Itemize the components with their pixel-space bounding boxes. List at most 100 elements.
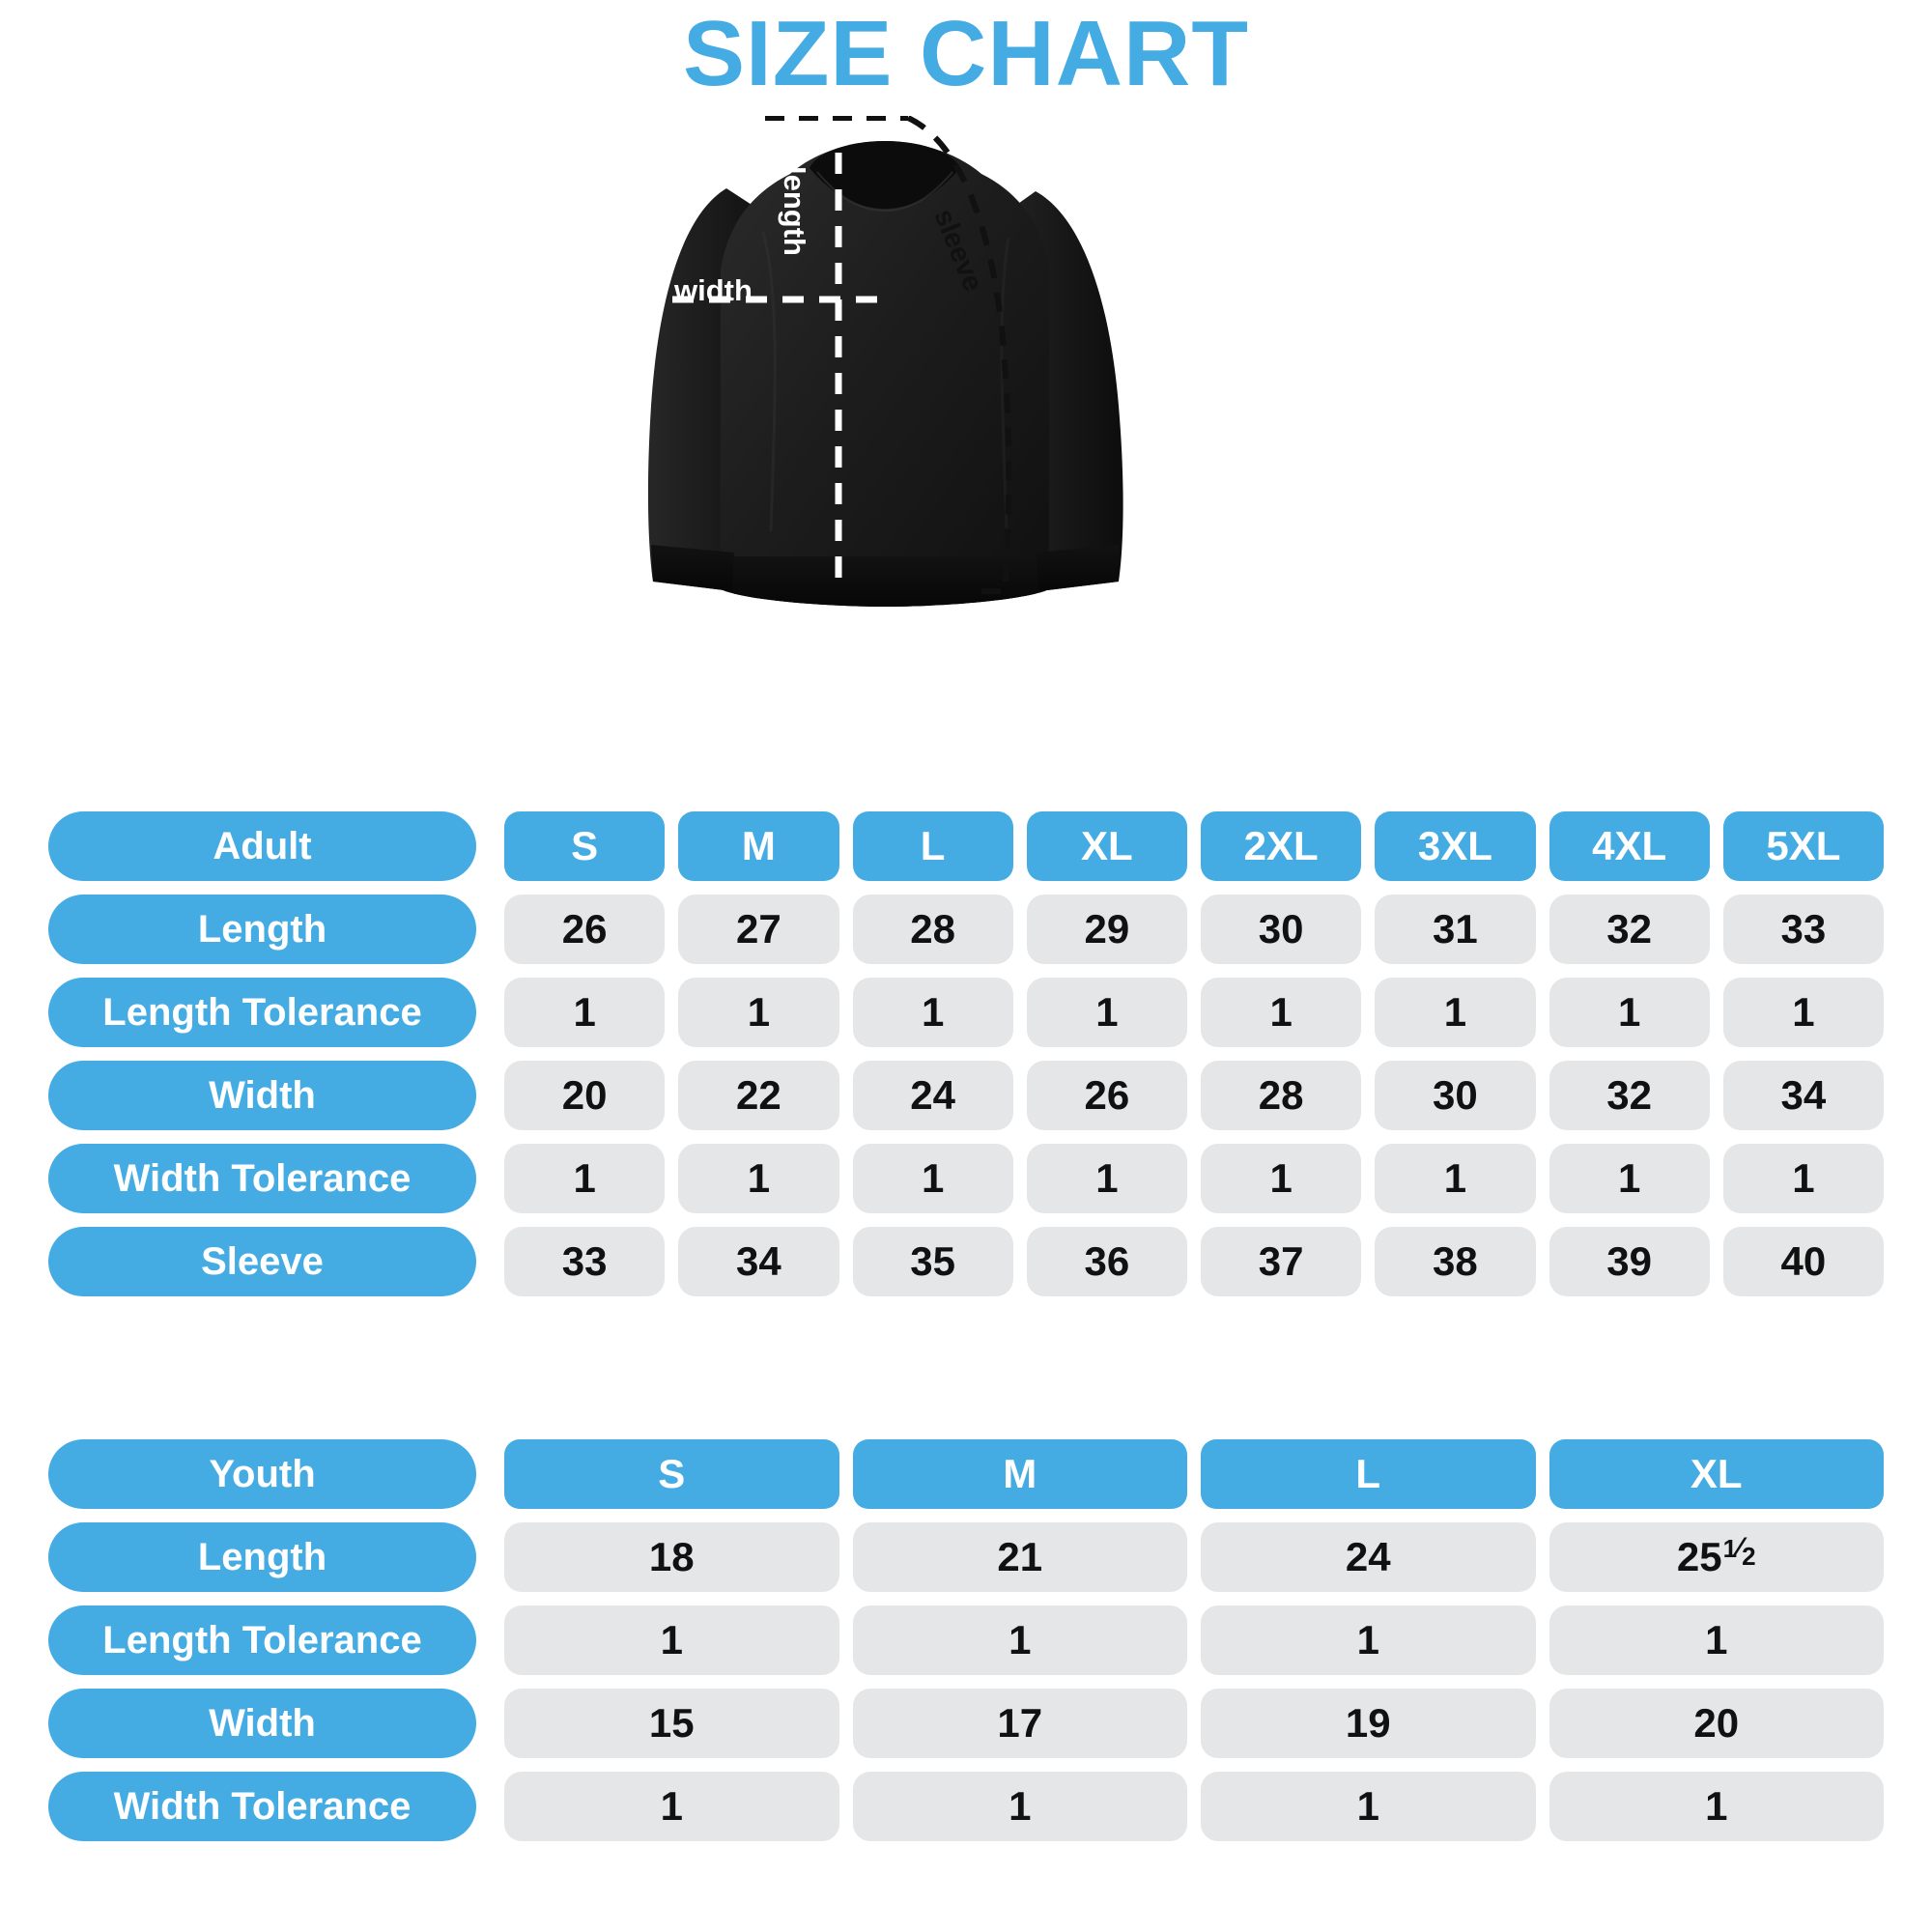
table-row: Length 18 21 24 25 1⁄2	[48, 1522, 1884, 1592]
column-spacer	[476, 1689, 504, 1758]
row-label: Width	[48, 1689, 476, 1758]
adult-col-3xl[interactable]: 3XL	[1375, 811, 1536, 881]
youth-header-row: Youth S M L XL	[48, 1439, 1884, 1509]
data-cell: 37	[1201, 1227, 1362, 1296]
row-label: Width Tolerance	[48, 1772, 476, 1841]
adult-header-label: Adult	[48, 811, 476, 881]
row-label: Width	[48, 1061, 476, 1130]
row-label: Length Tolerance	[48, 978, 476, 1047]
page-title: SIZE CHART	[683, 2, 1249, 105]
data-cell: 36	[1026, 1227, 1187, 1296]
data-cell: 1	[1548, 1605, 1884, 1675]
youth-col-l[interactable]: L	[1201, 1439, 1536, 1509]
data-cell: 28	[1201, 1061, 1362, 1130]
youth-col-s[interactable]: S	[504, 1439, 839, 1509]
column-spacer	[476, 895, 504, 964]
column-spacer	[476, 1605, 504, 1675]
data-cell: 1	[1548, 978, 1710, 1047]
data-cell: 1	[1201, 978, 1362, 1047]
adult-col-4xl[interactable]: 4XL	[1548, 811, 1710, 881]
row-values: 1 1 1 1	[504, 1772, 1884, 1841]
youth-header-label: Youth	[48, 1439, 476, 1509]
fabric-fold	[1000, 237, 1010, 532]
right-cuff	[1036, 545, 1119, 591]
table-row: Length Tolerance 1 1 1 1	[48, 1605, 1884, 1675]
data-cell: 1	[852, 1144, 1013, 1213]
data-cell: 1	[1026, 978, 1187, 1047]
data-cell: 1	[1548, 1772, 1884, 1841]
data-cell: 1	[504, 1772, 839, 1841]
row-label: Width Tolerance	[48, 1144, 476, 1213]
row-label: Length Tolerance	[48, 1605, 476, 1675]
data-cell: 20	[504, 1061, 666, 1130]
adult-col-xl[interactable]: XL	[1026, 811, 1187, 881]
data-cell: 1	[504, 1605, 839, 1675]
data-cell: 34	[678, 1227, 839, 1296]
garment-diagram: width length sleeve	[618, 116, 1314, 638]
adult-col-l[interactable]: L	[852, 811, 1013, 881]
data-cell: 1	[1722, 1144, 1884, 1213]
sweatshirt-illustration	[647, 116, 1123, 607]
data-cell: 38	[1375, 1227, 1536, 1296]
data-cell: 1	[504, 978, 666, 1047]
data-cell: 20	[1548, 1689, 1884, 1758]
data-cell: 1	[504, 1144, 666, 1213]
row-label: Length	[48, 895, 476, 964]
table-row: Width Tolerance 1 1 1 1 1 1 1 1	[48, 1144, 1884, 1213]
youth-col-xl[interactable]: XL	[1548, 1439, 1884, 1509]
row-values: 26 27 28 29 30 31 32 33	[504, 895, 1884, 964]
column-spacer	[476, 1227, 504, 1296]
data-cell: 22	[678, 1061, 839, 1130]
table-row: Length 26 27 28 29 30 31 32 33	[48, 895, 1884, 964]
column-spacer	[476, 1061, 504, 1130]
data-cell: 1	[1201, 1772, 1536, 1841]
data-cell: 32	[1548, 1061, 1710, 1130]
data-cell: 31	[1375, 895, 1536, 964]
row-label: Length	[48, 1522, 476, 1592]
adult-col-s[interactable]: S	[504, 811, 666, 881]
column-spacer	[476, 978, 504, 1047]
youth-col-m[interactable]: M	[852, 1439, 1187, 1509]
row-values: 18 21 24 25 1⁄2	[504, 1522, 1884, 1592]
data-cell: 1	[1722, 978, 1884, 1047]
data-cell: 1	[852, 1772, 1187, 1841]
data-cell: 28	[852, 895, 1013, 964]
column-spacer	[476, 1772, 504, 1841]
data-cell: 29	[1026, 895, 1187, 964]
data-cell-fraction: 25 1⁄2	[1548, 1522, 1884, 1592]
data-cell: 1	[1201, 1605, 1536, 1675]
data-cell: 27	[678, 895, 839, 964]
data-cell: 26	[1026, 1061, 1187, 1130]
data-cell: 34	[1722, 1061, 1884, 1130]
data-cell: 1	[852, 978, 1013, 1047]
row-values: 1 1 1 1 1 1 1 1	[504, 1144, 1884, 1213]
row-label: Sleeve	[48, 1227, 476, 1296]
table-row: Width 20 22 24 26 28 30 32 34	[48, 1061, 1884, 1130]
data-cell: 1	[1375, 1144, 1536, 1213]
sleeve-guide-line	[906, 116, 1012, 590]
adult-col-m[interactable]: M	[678, 811, 839, 881]
column-spacer	[476, 1522, 504, 1592]
data-cell: 19	[1201, 1689, 1536, 1758]
adult-size-columns: S M L XL 2XL 3XL 4XL 5XL	[504, 811, 1884, 881]
data-cell: 1	[678, 1144, 839, 1213]
adult-col-2xl[interactable]: 2XL	[1201, 811, 1362, 881]
column-spacer	[476, 811, 504, 881]
data-cell: 17	[852, 1689, 1187, 1758]
data-cell: 21	[852, 1522, 1187, 1592]
table-row: Width 15 17 19 20	[48, 1689, 1884, 1758]
adult-col-5xl[interactable]: 5XL	[1722, 811, 1884, 881]
adult-size-table: Adult S M L XL 2XL 3XL 4XL 5XL Length 26…	[48, 811, 1884, 1296]
table-row: Sleeve 33 34 35 36 37 38 39 40	[48, 1227, 1884, 1296]
column-spacer	[476, 1144, 504, 1213]
garment-body	[721, 141, 1049, 607]
data-cell: 33	[1722, 895, 1884, 964]
collar	[810, 141, 960, 209]
data-cell: 1	[1375, 978, 1536, 1047]
fabric-fold	[761, 231, 777, 532]
data-cell: 15	[504, 1689, 839, 1758]
data-cell: 26	[504, 895, 666, 964]
table-row: Width Tolerance 1 1 1 1	[48, 1772, 1884, 1841]
row-values: 1 1 1 1	[504, 1605, 1884, 1675]
